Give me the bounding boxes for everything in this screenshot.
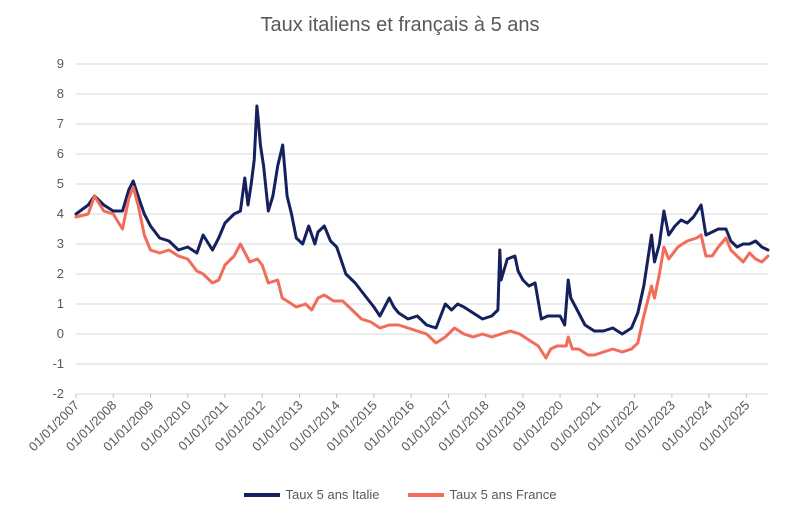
legend: Taux 5 ans Italie Taux 5 ans France xyxy=(0,487,800,502)
legend-swatch-france xyxy=(407,492,444,497)
legend-item-italie: Taux 5 ans Italie xyxy=(243,487,380,502)
y-tick-label: 6 xyxy=(57,146,64,161)
series-line-france xyxy=(74,185,770,360)
y-tick-label: 9 xyxy=(57,56,64,71)
y-tick-label: 4 xyxy=(57,206,64,221)
legend-label-france: Taux 5 ans France xyxy=(449,487,557,502)
series-line-italie xyxy=(74,104,770,336)
legend-label-italie: Taux 5 ans Italie xyxy=(285,487,380,502)
y-tick-label: 1 xyxy=(57,296,64,311)
y-tick-label: -1 xyxy=(52,356,64,371)
y-tick-label: 0 xyxy=(57,326,64,341)
y-tick-label: 7 xyxy=(57,116,64,131)
legend-item-france: Taux 5 ans France xyxy=(407,487,557,502)
y-tick-label: -2 xyxy=(52,386,64,401)
y-tick-label: 3 xyxy=(57,236,64,251)
chart-title: Taux italiens et français à 5 ans xyxy=(260,14,540,36)
y-tick-label: 2 xyxy=(57,266,64,281)
y-tick-label: 8 xyxy=(57,86,64,101)
y-tick-label: 5 xyxy=(57,176,64,191)
legend-swatch-italie xyxy=(243,492,280,497)
